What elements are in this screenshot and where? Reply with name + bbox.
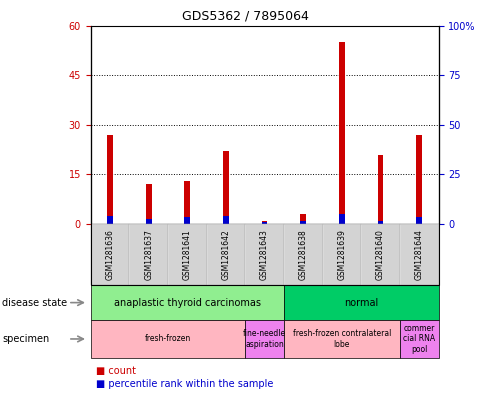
Bar bbox=[223, 216, 229, 224]
Bar bbox=[262, 221, 268, 224]
Text: GSM1281641: GSM1281641 bbox=[183, 229, 192, 280]
Bar bbox=[223, 151, 229, 224]
Text: GDS5362 / 7895064: GDS5362 / 7895064 bbox=[182, 10, 308, 23]
Bar bbox=[416, 135, 422, 224]
Text: ■ count: ■ count bbox=[96, 366, 136, 376]
Bar bbox=[184, 217, 190, 224]
Bar bbox=[339, 42, 345, 224]
Text: GSM1281637: GSM1281637 bbox=[144, 229, 153, 280]
Text: GSM1281642: GSM1281642 bbox=[221, 229, 230, 280]
Text: GSM1281643: GSM1281643 bbox=[260, 229, 269, 280]
Text: GSM1281636: GSM1281636 bbox=[105, 229, 115, 280]
Text: specimen: specimen bbox=[2, 334, 49, 344]
Text: fine-needle
aspiration: fine-needle aspiration bbox=[243, 329, 286, 349]
Bar bbox=[300, 221, 306, 224]
Text: commer
cial RNA
pool: commer cial RNA pool bbox=[403, 324, 435, 354]
Text: disease state: disease state bbox=[2, 298, 68, 308]
Bar bbox=[378, 221, 384, 224]
Bar bbox=[300, 214, 306, 224]
Text: fresh-frozen: fresh-frozen bbox=[145, 334, 191, 343]
Text: ■ percentile rank within the sample: ■ percentile rank within the sample bbox=[96, 379, 273, 389]
Bar bbox=[416, 217, 422, 224]
Bar bbox=[107, 216, 113, 224]
Text: normal: normal bbox=[344, 298, 378, 308]
Bar bbox=[378, 154, 384, 224]
Bar bbox=[184, 181, 190, 224]
Bar bbox=[339, 214, 345, 224]
Text: anaplastic thyroid carcinomas: anaplastic thyroid carcinomas bbox=[114, 298, 261, 308]
Text: GSM1281638: GSM1281638 bbox=[299, 229, 308, 280]
Text: GSM1281640: GSM1281640 bbox=[376, 229, 385, 280]
Text: GSM1281639: GSM1281639 bbox=[338, 229, 346, 280]
Bar bbox=[262, 222, 268, 224]
Bar bbox=[107, 135, 113, 224]
Text: GSM1281644: GSM1281644 bbox=[415, 229, 424, 280]
Bar bbox=[146, 184, 151, 224]
Text: fresh-frozen contralateral
lobe: fresh-frozen contralateral lobe bbox=[293, 329, 391, 349]
Bar bbox=[146, 219, 151, 224]
